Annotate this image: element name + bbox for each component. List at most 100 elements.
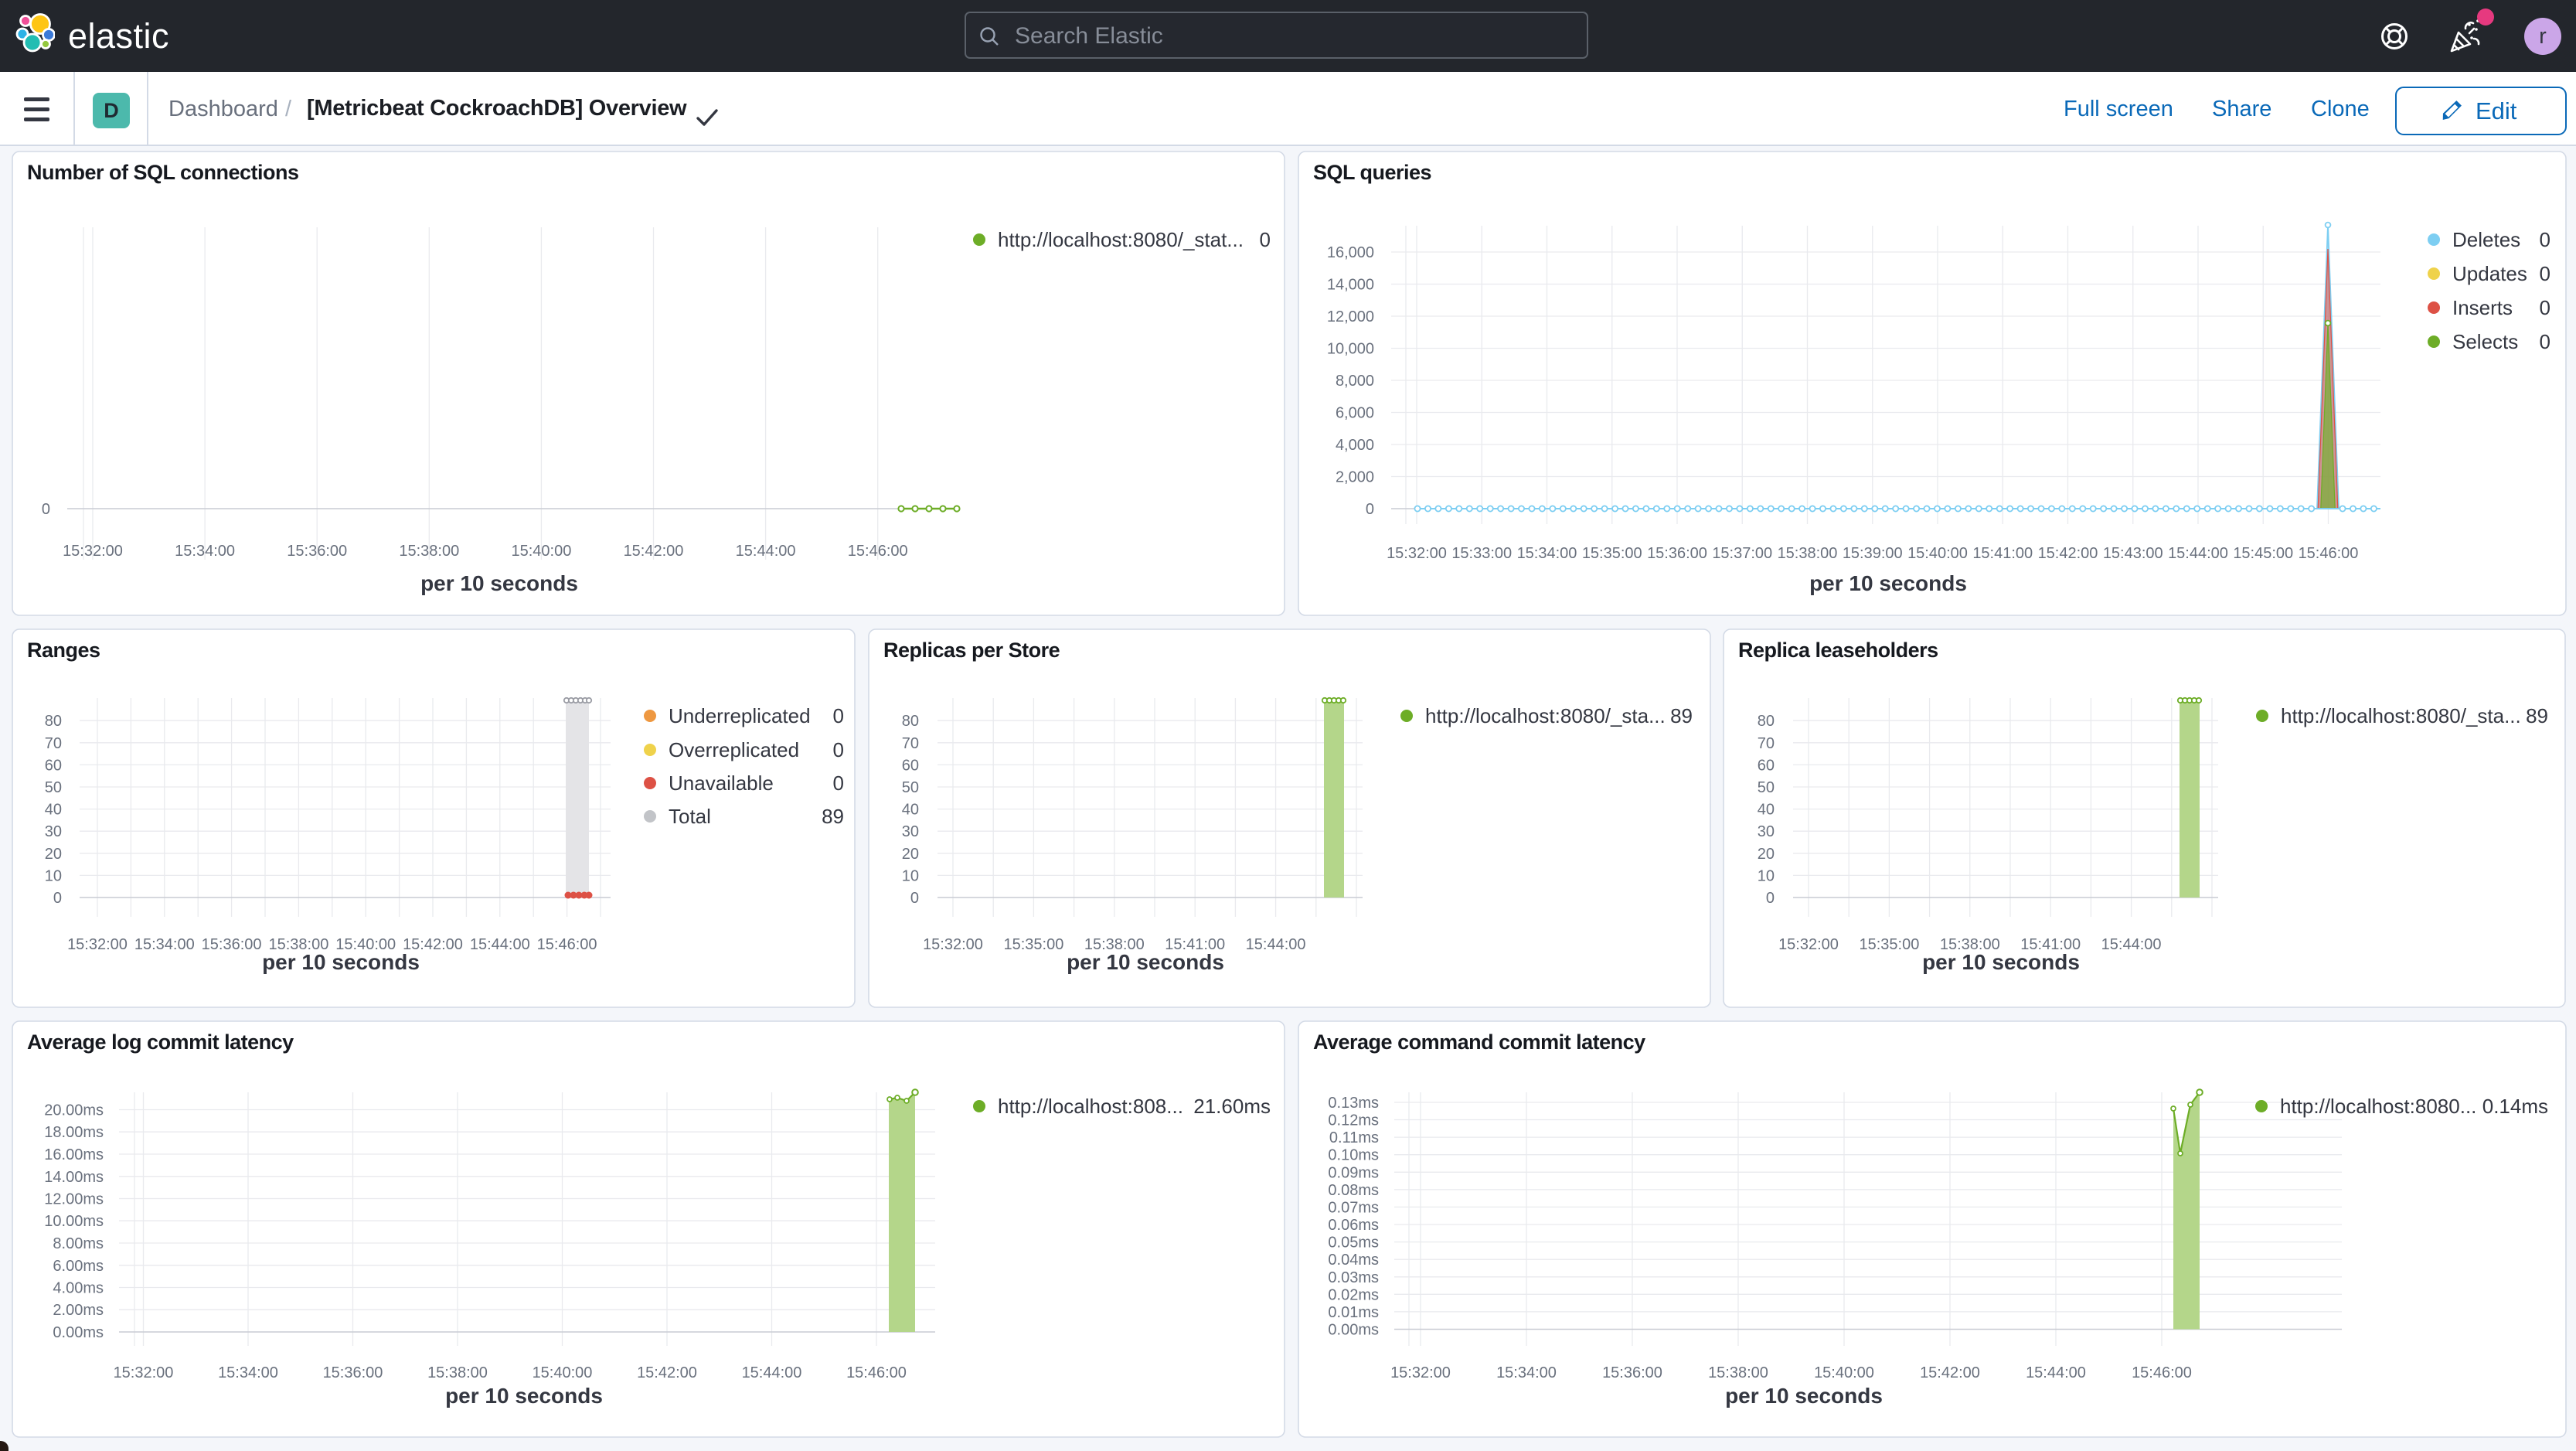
- svg-text:15:36:00: 15:36:00: [1647, 545, 1707, 562]
- svg-text:15:44:00: 15:44:00: [742, 1364, 802, 1381]
- svg-text:0: 0: [1366, 501, 1374, 518]
- svg-text:21.60ms: 21.60ms: [1193, 1095, 1271, 1118]
- svg-text:15:42:00: 15:42:00: [637, 1364, 697, 1381]
- svg-text:Replicas per Store: Replicas per Store: [883, 639, 1060, 662]
- svg-text:http://localhost:808...: http://localhost:808...: [998, 1095, 1183, 1118]
- svg-text:40: 40: [1758, 802, 1775, 819]
- svg-text:15:41:00: 15:41:00: [1972, 545, 2033, 562]
- svg-text:Underreplicated: Underreplicated: [669, 704, 811, 727]
- svg-text:4,000: 4,000: [1336, 437, 1374, 454]
- svg-text:14.00ms: 14.00ms: [44, 1169, 104, 1186]
- svg-text:4.00ms: 4.00ms: [53, 1280, 104, 1297]
- svg-text:0: 0: [42, 501, 50, 518]
- svg-text:15:40:00: 15:40:00: [511, 543, 571, 560]
- svg-text:15:34:00: 15:34:00: [175, 543, 235, 560]
- svg-text:0: 0: [2540, 262, 2550, 285]
- svg-text:15:32:00: 15:32:00: [114, 1364, 174, 1381]
- svg-text:per 10 seconds: per 10 seconds: [1809, 571, 1967, 595]
- svg-text:15:32:00: 15:32:00: [67, 936, 128, 953]
- svg-text:40: 40: [45, 802, 62, 819]
- svg-text:12,000: 12,000: [1327, 308, 1374, 325]
- svg-text:60: 60: [1758, 757, 1775, 774]
- svg-text:Average command commit latency: Average command commit latency: [1313, 1030, 1645, 1054]
- svg-text:0.01ms: 0.01ms: [1328, 1304, 1379, 1321]
- svg-text:30: 30: [1758, 823, 1775, 840]
- svg-text:80: 80: [45, 713, 62, 730]
- svg-text:15:42:00: 15:42:00: [2038, 545, 2098, 562]
- svg-text:15:46:00: 15:46:00: [2299, 545, 2359, 562]
- svg-text:per 10 seconds: per 10 seconds: [1922, 950, 2080, 974]
- svg-text:15:33:00: 15:33:00: [1451, 545, 1512, 562]
- svg-text:30: 30: [902, 823, 919, 840]
- svg-text:15:35:00: 15:35:00: [1003, 936, 1063, 953]
- svg-text:0.07ms: 0.07ms: [1328, 1199, 1379, 1216]
- svg-text:15:44:00: 15:44:00: [2168, 545, 2228, 562]
- svg-text:15:34:00: 15:34:00: [1517, 545, 1577, 562]
- svg-text:16,000: 16,000: [1327, 244, 1374, 261]
- svg-text:per 10 seconds: per 10 seconds: [445, 1384, 603, 1408]
- svg-text:30: 30: [45, 823, 62, 840]
- svg-text:0.00ms: 0.00ms: [1328, 1322, 1379, 1339]
- svg-text:6,000: 6,000: [1336, 405, 1374, 422]
- svg-text:15:39:00: 15:39:00: [1843, 545, 1903, 562]
- svg-text:50: 50: [45, 779, 62, 796]
- svg-text:10: 10: [45, 867, 62, 884]
- svg-text:20.00ms: 20.00ms: [44, 1102, 104, 1119]
- svg-text:per 10 seconds: per 10 seconds: [1725, 1384, 1883, 1408]
- svg-text:Selects: Selects: [2452, 330, 2518, 353]
- svg-text:70: 70: [45, 735, 62, 752]
- svg-text:15:44:00: 15:44:00: [470, 936, 530, 953]
- svg-text:10: 10: [1758, 867, 1775, 884]
- svg-text:0.11ms: 0.11ms: [1329, 1129, 1379, 1146]
- svg-text:0.14ms: 0.14ms: [2482, 1095, 2548, 1118]
- svg-text:15:38:00: 15:38:00: [1940, 936, 2000, 953]
- svg-text:50: 50: [902, 779, 919, 796]
- svg-text:15:41:00: 15:41:00: [1165, 936, 1225, 953]
- svg-text:0.02ms: 0.02ms: [1328, 1286, 1379, 1303]
- svg-text:16.00ms: 16.00ms: [44, 1146, 104, 1163]
- svg-text:15:46:00: 15:46:00: [2132, 1364, 2192, 1381]
- svg-text:15:38:00: 15:38:00: [1778, 545, 1838, 562]
- svg-text:15:46:00: 15:46:00: [537, 936, 597, 953]
- svg-text:12.00ms: 12.00ms: [44, 1191, 104, 1208]
- svg-text:15:40:00: 15:40:00: [1907, 545, 1968, 562]
- svg-text:0: 0: [1766, 890, 1775, 907]
- svg-text:15:37:00: 15:37:00: [1712, 545, 1772, 562]
- svg-text:per 10 seconds: per 10 seconds: [1067, 950, 1224, 974]
- svg-text:0: 0: [2540, 228, 2550, 251]
- svg-text:70: 70: [1758, 735, 1775, 752]
- svg-text:0: 0: [1260, 228, 1271, 251]
- svg-text:15:42:00: 15:42:00: [1920, 1364, 1980, 1381]
- svg-text:60: 60: [902, 757, 919, 774]
- svg-text:2,000: 2,000: [1336, 469, 1374, 486]
- svg-text:Updates: Updates: [2452, 262, 2527, 285]
- svg-text:0.09ms: 0.09ms: [1328, 1164, 1379, 1181]
- svg-text:10: 10: [902, 867, 919, 884]
- svg-text:Inserts: Inserts: [2452, 296, 2513, 319]
- svg-text:0: 0: [2540, 296, 2550, 319]
- svg-text:15:32:00: 15:32:00: [923, 936, 983, 953]
- svg-text:60: 60: [45, 757, 62, 774]
- svg-text:15:41:00: 15:41:00: [2020, 936, 2081, 953]
- svg-text:14,000: 14,000: [1327, 277, 1374, 294]
- svg-text:15:42:00: 15:42:00: [624, 543, 684, 560]
- svg-text:15:44:00: 15:44:00: [2101, 936, 2162, 953]
- svg-text:15:43:00: 15:43:00: [2103, 545, 2163, 562]
- svg-text:80: 80: [1758, 713, 1775, 730]
- svg-text:15:36:00: 15:36:00: [202, 936, 262, 953]
- svg-text:15:32:00: 15:32:00: [1387, 545, 1447, 562]
- svg-text:0.03ms: 0.03ms: [1328, 1269, 1379, 1286]
- svg-text:Overreplicated: Overreplicated: [669, 738, 799, 761]
- svg-text:8,000: 8,000: [1336, 373, 1374, 390]
- svg-text:80: 80: [902, 713, 919, 730]
- svg-text:89: 89: [822, 805, 844, 828]
- svg-text:15:38:00: 15:38:00: [1708, 1364, 1768, 1381]
- svg-text:Total: Total: [669, 805, 711, 828]
- svg-text:15:40:00: 15:40:00: [335, 936, 396, 953]
- svg-text:15:44:00: 15:44:00: [1246, 936, 1306, 953]
- svg-text:15:44:00: 15:44:00: [736, 543, 796, 560]
- svg-text:0: 0: [910, 890, 919, 907]
- svg-text:2.00ms: 2.00ms: [53, 1302, 104, 1319]
- svg-text:15:34:00: 15:34:00: [1496, 1364, 1557, 1381]
- svg-text:http://localhost:8080...: http://localhost:8080...: [2280, 1095, 2476, 1118]
